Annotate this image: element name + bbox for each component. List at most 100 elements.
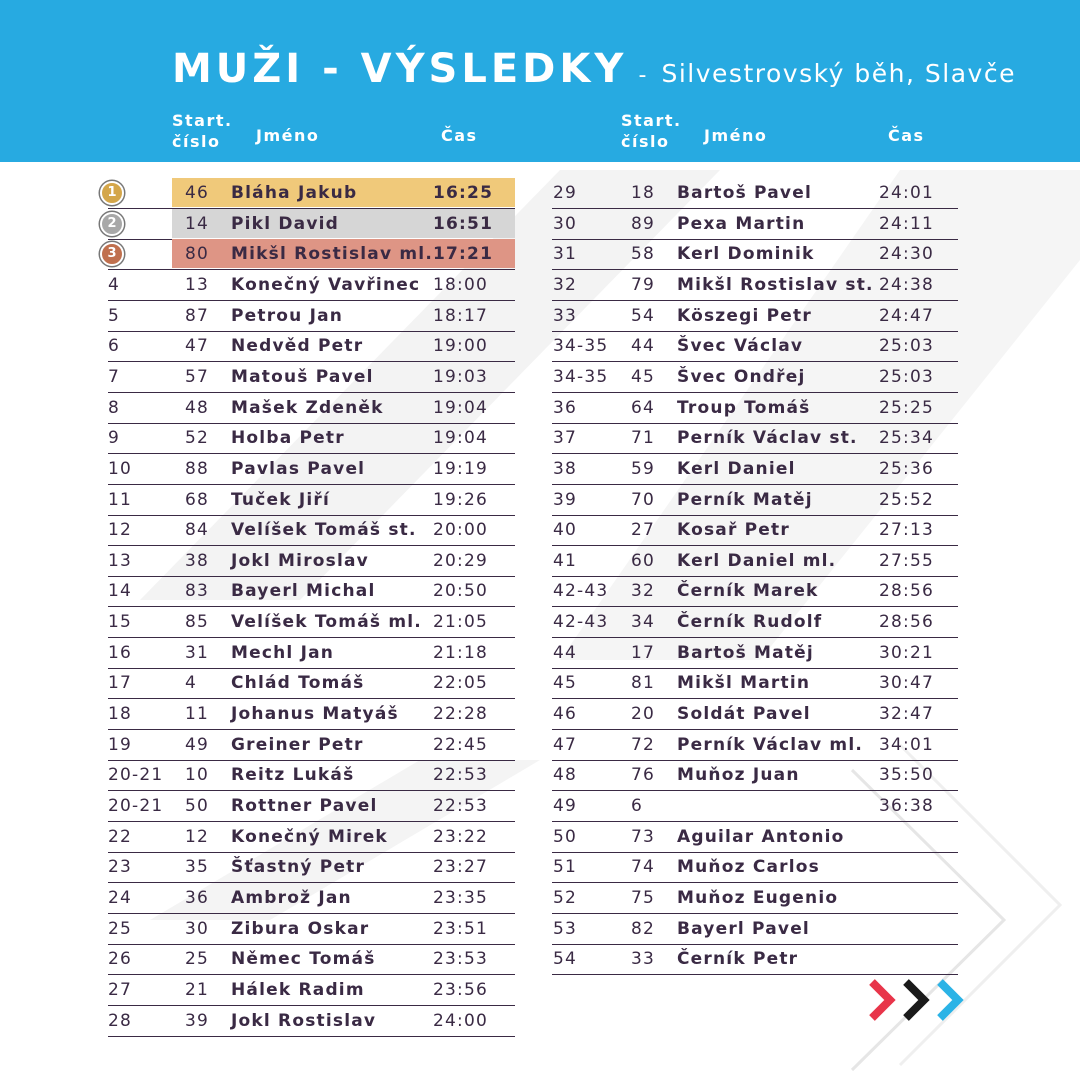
podium-highlight bbox=[172, 208, 515, 238]
place-cell: 32 bbox=[553, 274, 578, 295]
result-row: 18 11 Johanus Matyáš 22:28 bbox=[108, 699, 515, 731]
place-cell: 42-43 bbox=[553, 581, 609, 602]
start-number-cell: 4 bbox=[185, 673, 198, 694]
name-cell: Matouš Pavel bbox=[231, 366, 374, 387]
time-cell: 25:03 bbox=[879, 336, 934, 357]
place-cell: 20-21 bbox=[108, 765, 164, 786]
result-row: 34-35 44 Švec Václav 25:03 bbox=[552, 331, 958, 363]
name-cell: Jokl Miroslav bbox=[231, 550, 369, 571]
start-number-cell: 75 bbox=[631, 887, 656, 908]
name-cell: Bayerl Michal bbox=[231, 581, 376, 602]
name-cell: Rottner Pavel bbox=[231, 796, 378, 816]
result-row: 8 48 Mašek Zdeněk 19:04 bbox=[108, 393, 515, 424]
time-cell: 18:00 bbox=[433, 274, 488, 295]
col-header-start-line2: číslo bbox=[172, 132, 221, 151]
result-row: 23 35 Šťastný Petr 23:27 bbox=[108, 852, 515, 884]
name-cell: Kerl Daniel ml. bbox=[677, 550, 837, 571]
time-cell: 24:30 bbox=[879, 244, 934, 265]
time-cell: 25:25 bbox=[879, 397, 934, 418]
start-number-cell: 80 bbox=[185, 244, 210, 265]
place-cell: 10 bbox=[108, 458, 133, 479]
result-row: 14 Pikl David 16:51 bbox=[108, 208, 515, 240]
time-cell: 24:38 bbox=[879, 274, 934, 295]
place-cell: 9 bbox=[108, 428, 121, 449]
start-number-cell: 33 bbox=[631, 949, 656, 970]
result-row: 7 57 Matouš Pavel 19:03 bbox=[108, 362, 515, 393]
start-number-cell: 50 bbox=[185, 796, 210, 816]
result-row: 16 31 Mechl Jan 21:18 bbox=[108, 638, 515, 669]
place-cell: 50 bbox=[553, 826, 578, 847]
name-cell: Perník Václav st. bbox=[677, 428, 858, 449]
name-cell: Kerl Dominik bbox=[677, 244, 815, 265]
name-cell: Muňoz Eugenio bbox=[677, 887, 839, 908]
col-header-start-line1: Start. bbox=[621, 111, 682, 130]
place-cell: 38 bbox=[553, 458, 578, 479]
time-cell: 19:04 bbox=[433, 428, 488, 449]
time-cell: 22:53 bbox=[433, 796, 488, 816]
name-cell: Kosař Petr bbox=[677, 520, 790, 541]
place-cell: 34-35 bbox=[553, 366, 609, 387]
name-cell: Reitz Lukáš bbox=[231, 765, 355, 786]
time-cell: 22:28 bbox=[433, 704, 488, 725]
result-row: 4 13 Konečný Vavřinec 18:00 bbox=[108, 270, 515, 301]
result-row: 32 79 Mikšl Rostislav st. 24:38 bbox=[552, 270, 958, 301]
name-cell: Pikl David bbox=[231, 213, 339, 234]
start-number-cell: 84 bbox=[185, 520, 210, 541]
place-cell: 13 bbox=[108, 550, 133, 571]
name-cell: Mašek Zdeněk bbox=[231, 397, 384, 418]
time-cell: 23:53 bbox=[433, 949, 488, 970]
name-cell: Šťastný Petr bbox=[231, 857, 366, 878]
place-cell: 30 bbox=[553, 213, 578, 234]
result-row: 51 74 Muňoz Carlos bbox=[552, 852, 958, 884]
start-number-cell: 14 bbox=[185, 213, 210, 234]
time-cell: 23:56 bbox=[433, 979, 488, 1000]
start-number-cell: 68 bbox=[185, 489, 210, 510]
page-title: MUŽI - VÝSLEDKY - Silvestrovský běh, Sla… bbox=[172, 46, 1016, 92]
result-row: 9 52 Holba Petr 19:04 bbox=[108, 423, 515, 455]
result-row: 26 25 Němec Tomáš 23:53 bbox=[108, 944, 515, 976]
name-cell: Kerl Daniel bbox=[677, 458, 796, 479]
start-number-cell: 21 bbox=[185, 979, 210, 1000]
result-row: 14 83 Bayerl Michal 20:50 bbox=[108, 576, 515, 608]
time-cell: 27:55 bbox=[879, 550, 934, 571]
time-cell: 22:53 bbox=[433, 765, 488, 786]
name-cell: Němec Tomáš bbox=[231, 949, 376, 970]
place-cell: 14 bbox=[108, 581, 133, 602]
time-cell: 24:00 bbox=[433, 1010, 488, 1031]
start-number-cell: 89 bbox=[631, 213, 656, 234]
name-cell: Jokl Rostislav bbox=[231, 1010, 377, 1031]
name-cell: Velíšek Tomáš ml. bbox=[231, 612, 422, 633]
start-number-cell: 38 bbox=[185, 550, 210, 571]
place-cell: 46 bbox=[553, 704, 578, 725]
medal-icon: 2 bbox=[100, 211, 124, 236]
place-cell: 54 bbox=[553, 949, 578, 970]
name-cell: Mechl Jan bbox=[231, 642, 335, 663]
name-cell: Švec Ondřej bbox=[677, 366, 806, 387]
result-row: 10 88 Pavlas Pavel 19:19 bbox=[108, 454, 515, 485]
place-cell: 53 bbox=[553, 918, 578, 939]
start-number-cell: 31 bbox=[185, 642, 210, 663]
place-cell: 39 bbox=[553, 489, 578, 510]
result-row: 15 85 Velíšek Tomáš ml. 21:05 bbox=[108, 607, 515, 639]
place-cell: 29 bbox=[553, 183, 578, 203]
start-number-cell: 83 bbox=[185, 581, 210, 602]
start-number-cell: 49 bbox=[185, 734, 210, 755]
start-number-cell: 76 bbox=[631, 765, 656, 786]
start-number-cell: 87 bbox=[185, 305, 210, 326]
time-cell: 16:51 bbox=[433, 213, 494, 234]
col-header-name-left: Jméno bbox=[256, 126, 320, 145]
result-row: 34-35 45 Švec Ondřej 25:03 bbox=[552, 362, 958, 393]
name-cell: Černík Marek bbox=[677, 581, 819, 602]
result-row: 36 64 Troup Tomáš 25:25 bbox=[552, 393, 958, 424]
col-header-name-right: Jméno bbox=[704, 126, 768, 145]
start-number-cell: 35 bbox=[185, 857, 210, 878]
name-cell: Velíšek Tomáš st. bbox=[231, 520, 417, 541]
place-cell: 45 bbox=[553, 673, 578, 694]
time-cell: 19:04 bbox=[433, 397, 488, 418]
result-row: 46 20 Soldát Pavel 32:47 bbox=[552, 699, 958, 731]
place-cell: 51 bbox=[553, 857, 578, 878]
name-cell: Troup Tomáš bbox=[677, 397, 811, 418]
time-cell: 23:22 bbox=[433, 826, 488, 847]
time-cell: 27:13 bbox=[879, 520, 934, 541]
result-row: 17 4 Chlád Tomáš 22:05 bbox=[108, 668, 515, 700]
